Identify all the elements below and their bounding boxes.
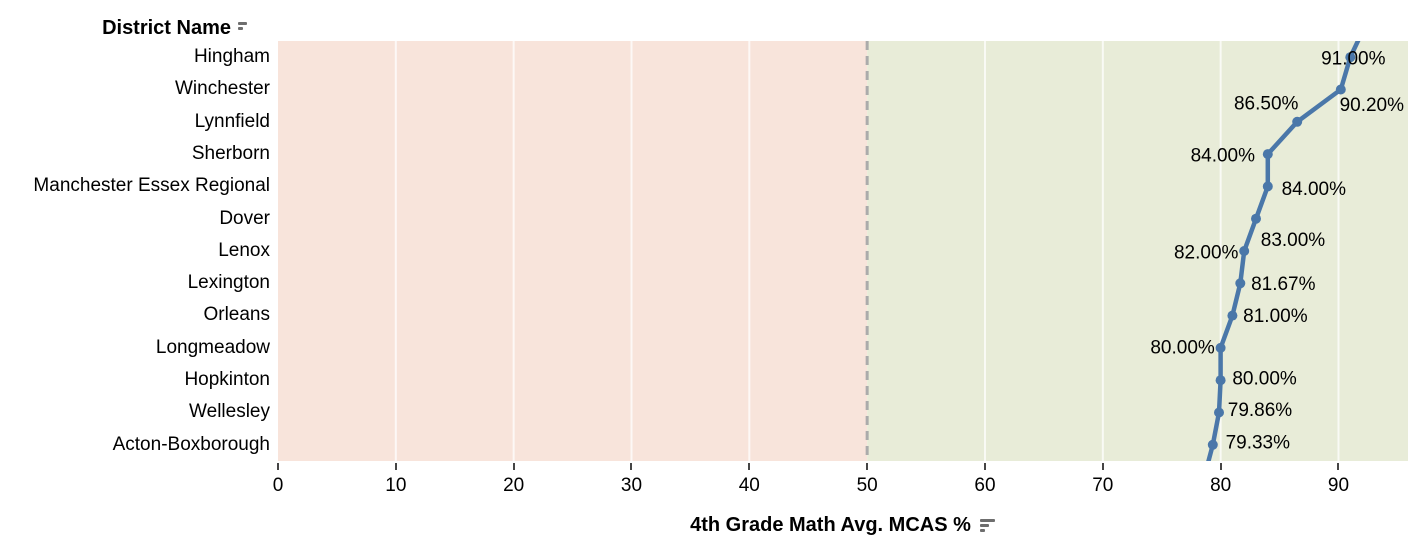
data-label-sherborn: 84.00% [1191, 146, 1256, 167]
x-tick-label-0: 0 [272, 475, 284, 496]
mark-lenox[interactable] [1239, 246, 1250, 256]
x-tick-label-60: 60 [974, 475, 996, 496]
mark-hingham[interactable] [1345, 52, 1356, 63]
district-label-sherborn[interactable]: Sherborn [191, 142, 270, 164]
data-label-dover: 83.00% [1261, 230, 1326, 251]
data-label-acton-boxborough: 79.33% [1226, 432, 1291, 453]
x-tick-mark [866, 463, 869, 470]
above-threshold-band [867, 41, 1408, 461]
chart-pane: 91.00% 90.20% 86.50% 84.00% 84.00% 83.00% 82.0… [278, 41, 1408, 461]
x-tick-mark [394, 463, 397, 470]
x-tick-mark [512, 463, 515, 470]
data-label-manchester-essex-regional: 84.00% [1282, 179, 1347, 200]
mark-hopkinton[interactable] [1215, 375, 1226, 386]
data-label-lenox: 82.00% [1174, 243, 1239, 264]
data-label-lexington: 81.67% [1251, 274, 1316, 295]
x-tick-label-50: 50 [856, 475, 878, 496]
x-tick-mark [1219, 463, 1222, 470]
x-tick-label-70: 70 [1092, 475, 1114, 496]
district-label-column: Hingham Winchester Lynnfield Sherborn Manche… [0, 41, 272, 461]
district-label-lynnfield[interactable]: Lynnfield [194, 110, 270, 132]
data-label-winchester: 90.20% [1340, 95, 1405, 116]
district-label-orleans[interactable]: Orleans [203, 304, 270, 326]
data-label-longmeadow: 80.00% [1150, 337, 1215, 358]
data-label-hingham: 91.00% [1321, 49, 1386, 70]
x-axis-title-label: 4th Grade Math Avg. MCAS % [690, 513, 971, 536]
row-axis-header-label: District Name [102, 17, 231, 39]
sort-descending-icon[interactable] [238, 22, 254, 35]
district-label-lexington[interactable]: Lexington [187, 272, 270, 294]
district-label-longmeadow[interactable]: Longmeadow [155, 336, 270, 358]
x-tick-mark [1101, 463, 1104, 470]
mark-manchester-essex-regional[interactable] [1262, 181, 1273, 192]
mark-lexington[interactable] [1235, 278, 1246, 289]
district-label-acton-boxborough[interactable]: Acton-Boxborough [112, 433, 270, 455]
mark-orleans[interactable] [1227, 310, 1238, 321]
x-tick-mark [748, 463, 751, 470]
x-tick-label-20: 20 [503, 475, 525, 496]
sort-descending-icon[interactable] [979, 518, 996, 532]
mark-lynnfield[interactable] [1292, 116, 1303, 127]
data-label-hopkinton: 80.00% [1232, 369, 1297, 390]
data-label-wellesley: 79.86% [1228, 400, 1293, 421]
district-label-winchester[interactable]: Winchester [174, 78, 270, 100]
data-label-orleans: 81.00% [1243, 306, 1308, 327]
row-axis-header[interactable]: District Name [0, 17, 254, 40]
mark-dover[interactable] [1251, 213, 1261, 224]
mark-wellesley[interactable] [1214, 407, 1224, 418]
data-label-lynnfield: 86.50% [1234, 93, 1299, 114]
district-label-dover[interactable]: Dover [219, 207, 270, 229]
x-tick-label-80: 80 [1210, 475, 1232, 496]
x-tick-label-40: 40 [738, 475, 760, 496]
x-tick-label-30: 30 [620, 475, 643, 496]
district-label-hingham[interactable]: Hingham [193, 46, 270, 67]
mark-sherborn[interactable] [1262, 149, 1273, 160]
x-tick-mark [630, 463, 633, 470]
mark-acton-boxborough[interactable] [1207, 439, 1218, 450]
x-tick-mark [983, 463, 986, 470]
district-label-hopkinton[interactable]: Hopkinton [184, 369, 270, 391]
mark-winchester[interactable] [1335, 84, 1346, 95]
x-tick-mark [277, 463, 279, 470]
x-axis-title: 4th Grade Math Avg. MCAS % [278, 513, 1408, 537]
x-axis: 0 10 20 30 40 50 60 70 80 90 [273, 461, 1408, 501]
x-tick-mark [1337, 463, 1340, 470]
mark-longmeadow[interactable] [1215, 342, 1226, 353]
x-tick-label-10: 10 [385, 475, 407, 496]
district-label-lenox[interactable]: Lenox [218, 239, 270, 261]
below-threshold-band [278, 41, 868, 461]
x-tick-label-90: 90 [1327, 475, 1350, 496]
district-label-wellesley[interactable]: Wellesley [189, 401, 270, 423]
district-label-manchester-essex-regional[interactable]: Manchester Essex Regional [33, 175, 270, 197]
